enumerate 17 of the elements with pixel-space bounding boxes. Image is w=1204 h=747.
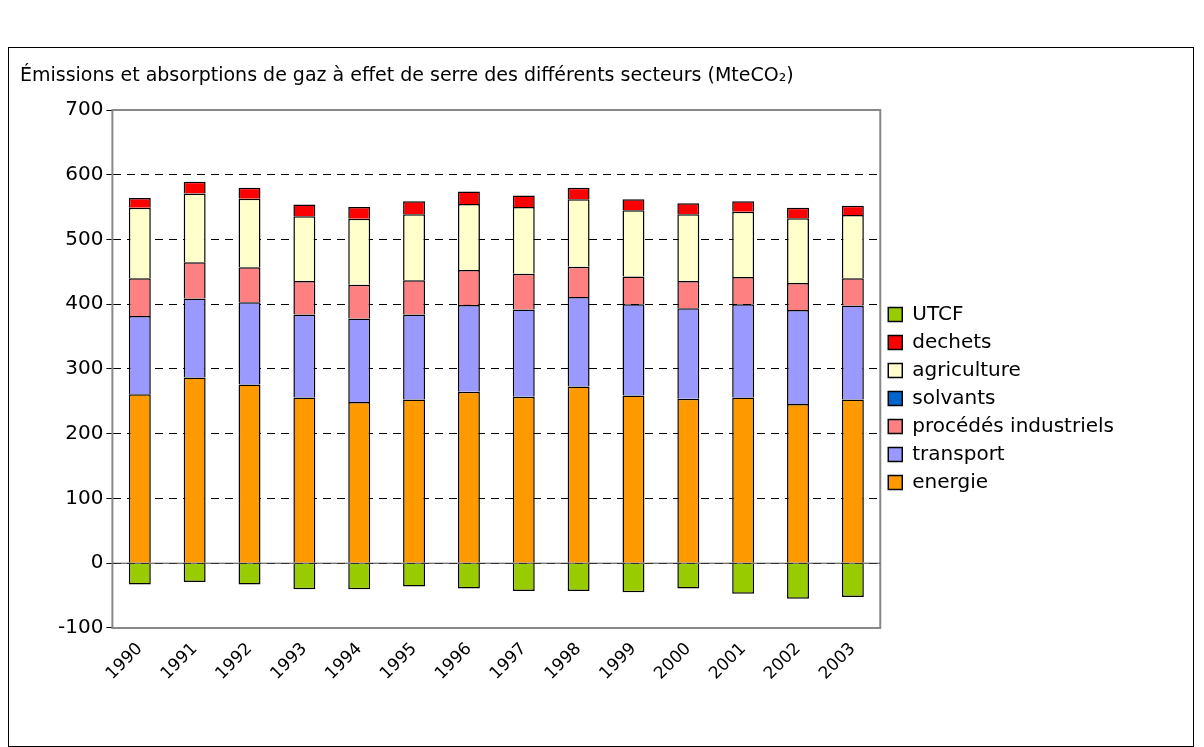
legend-label: agriculture [912,356,1021,381]
y-tick-label: 100 [65,484,104,509]
y-tick-label: 200 [65,419,104,444]
legend-label: energie [912,468,988,493]
y-tick-label: 600 [65,160,104,185]
y-tick-label: 500 [65,225,104,250]
y-tick-label: -100 [58,614,104,639]
y-tick-label: 400 [65,290,104,315]
legend-label: procédés industriels [912,412,1114,437]
y-tick-label: 0 [90,549,104,574]
legend-label: UTCF [912,300,964,325]
y-tick-label: 300 [65,355,104,380]
y-tick-label: 700 [65,96,104,121]
chart-title: Émissions et absorptions de gaz à effet de serre des différents secteurs (MteCO₂) [20,63,794,85]
legend-label: solvants [912,384,996,409]
legend-label: transport [912,440,1005,465]
legend-label: dechets [912,328,992,353]
